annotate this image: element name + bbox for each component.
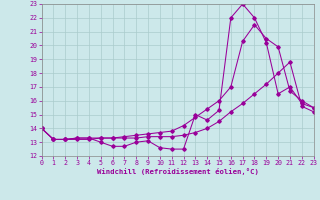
X-axis label: Windchill (Refroidissement éolien,°C): Windchill (Refroidissement éolien,°C) — [97, 168, 259, 175]
